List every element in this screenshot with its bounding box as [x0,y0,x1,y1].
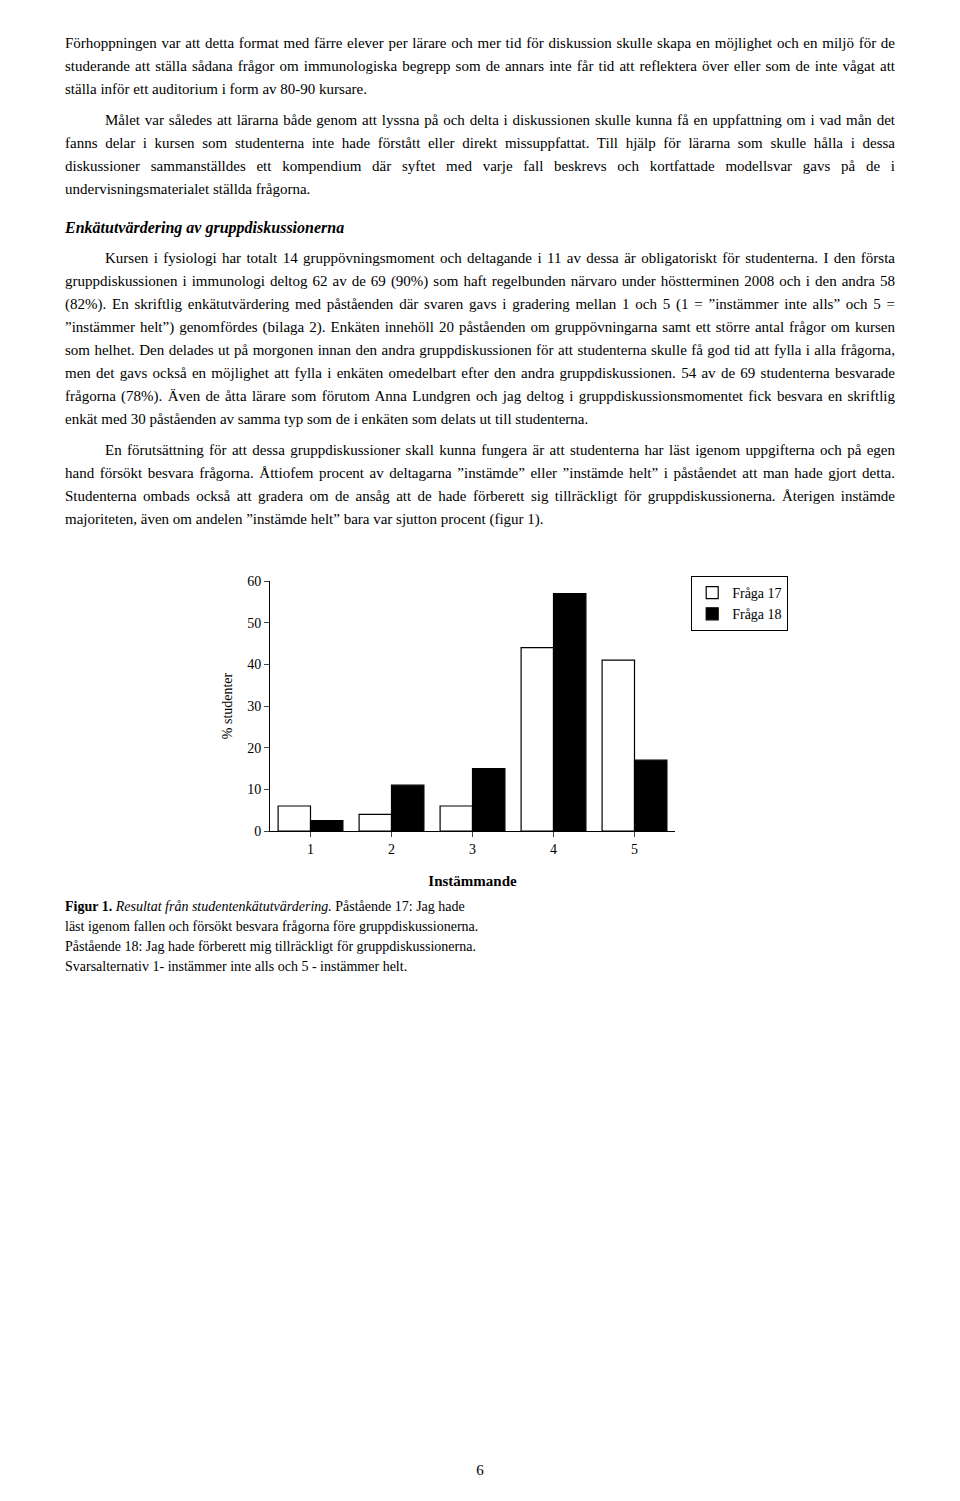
html-text:Förhoppningen var att detta fo: Förhoppningen var att detta format med f… [65,35,895,97]
svg-text:Instämmande: Instämmande [428,873,517,889]
svg-text:% studenter: % studenter [220,672,235,739]
svg-text:10: 10 [247,782,261,797]
svg-text:5: 5 [631,842,638,857]
svg-text:Fråga 17: Fråga 17 [732,586,781,601]
svg-text:40: 40 [247,657,261,672]
svg-text:20: 20 [247,741,261,756]
html-text:läst igenom fallen och försökt: läst igenom fallen och försökt besvara f… [65,919,479,934]
svg-text:0: 0 [254,824,261,839]
svg-text:30: 30 [247,699,261,714]
svg-text:3: 3 [469,842,476,857]
html-text:Enkätutvärdering av gruppdisku: Enkätutvärdering av gruppdiskussionerna [65,219,345,236]
html-text:Påstående 18: Jag hade förbere: Påstående 18: Jag hade förberett mig til… [65,939,476,954]
svg-text:Fråga 18: Fråga 18 [732,607,781,622]
html-text:Målet var således att lärarna: Målet var således att lärarna både genom… [65,112,895,197]
html-text:Figur 1. Resultat från student: Figur 1. Resultat från studentenkätutvär… [65,899,465,914]
svg-text:50: 50 [247,616,261,631]
svg-text:4: 4 [550,842,557,857]
html-text:Kursen i fysiologi har totalt: Kursen i fysiologi har totalt 14 gruppöv… [65,250,895,427]
html-text:En förutsättning för att dessa: En förutsättning för att dessa gruppdisk… [65,442,895,527]
svg-text:1: 1 [307,842,314,857]
svg-text:60: 60 [247,574,261,589]
html-text:Svarsalternativ 1- instämmer i: Svarsalternativ 1- instämmer inte alls o… [65,959,408,974]
html-text:6: 6 [476,1462,484,1478]
svg-text:2: 2 [388,842,395,857]
